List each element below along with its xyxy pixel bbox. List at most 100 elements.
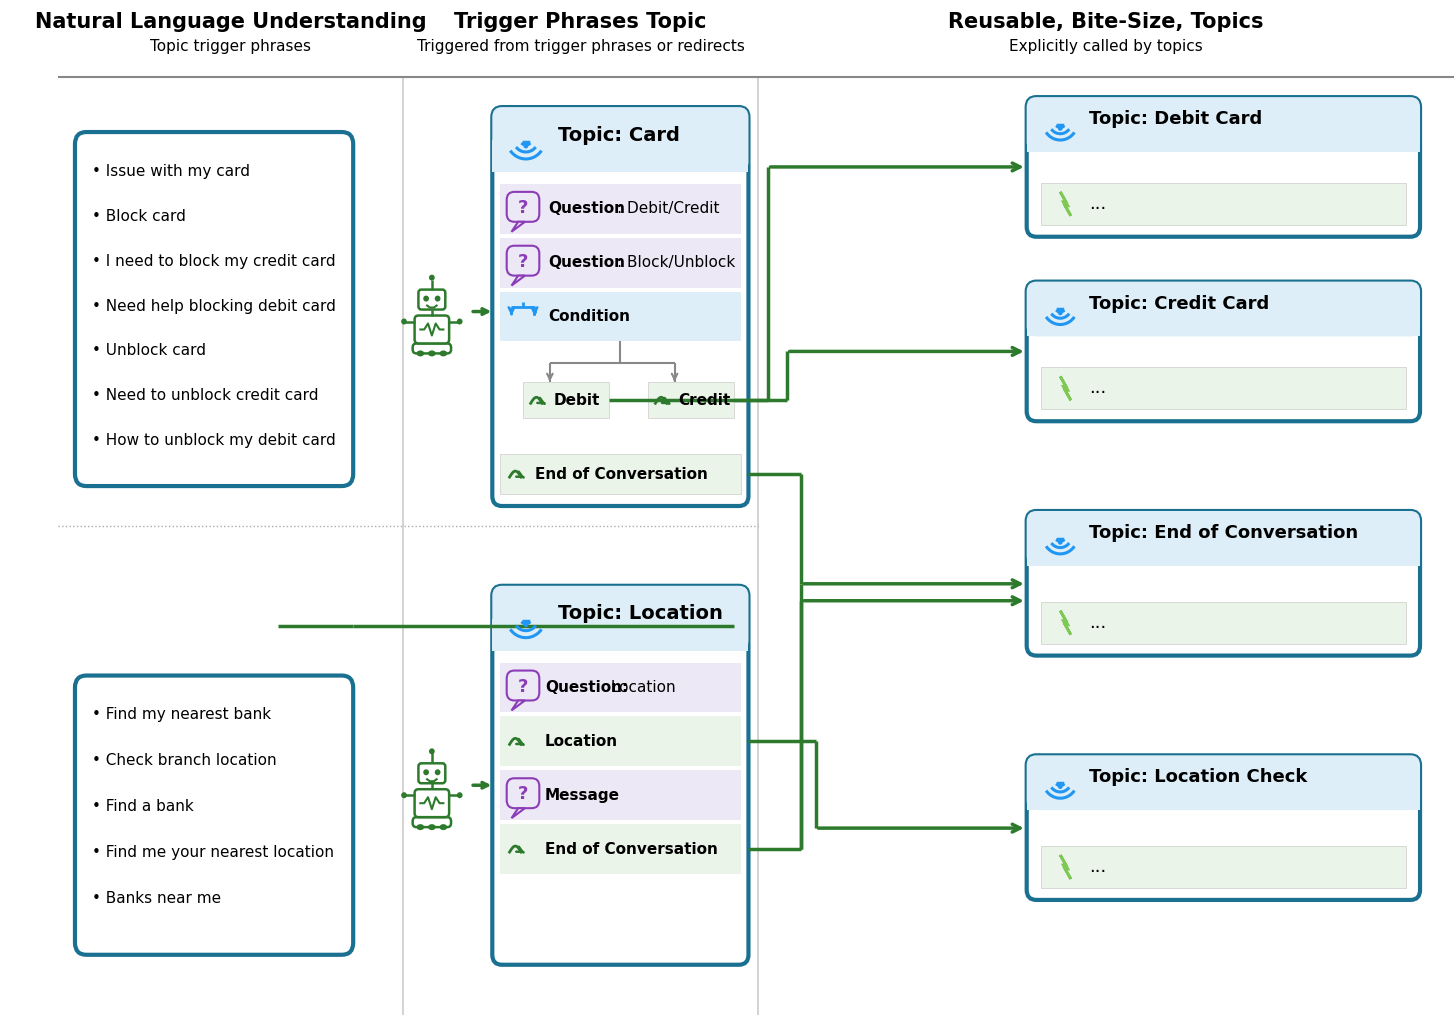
FancyBboxPatch shape: [415, 789, 450, 817]
FancyBboxPatch shape: [419, 290, 445, 310]
Text: • Check branch location: • Check branch location: [92, 753, 276, 768]
Text: • Find a bank: • Find a bank: [92, 800, 194, 814]
FancyBboxPatch shape: [415, 316, 450, 343]
FancyBboxPatch shape: [506, 192, 540, 221]
Circle shape: [435, 769, 441, 775]
FancyBboxPatch shape: [76, 676, 354, 955]
Text: Trigger Phrases Topic: Trigger Phrases Topic: [454, 12, 707, 33]
Text: Question:: Question:: [546, 680, 629, 695]
Text: • Find my nearest bank: • Find my nearest bank: [92, 707, 272, 722]
Circle shape: [423, 769, 429, 775]
Circle shape: [1058, 310, 1062, 315]
FancyBboxPatch shape: [1027, 281, 1420, 336]
Text: • Unblock card: • Unblock card: [92, 343, 207, 359]
Bar: [501, 716, 741, 766]
Text: : Block/Unblock: : Block/Unblock: [617, 255, 735, 270]
Text: • Block card: • Block card: [92, 209, 186, 224]
Text: ?: ?: [518, 785, 528, 804]
FancyBboxPatch shape: [506, 778, 540, 808]
Text: Message: Message: [546, 787, 620, 803]
Ellipse shape: [439, 351, 447, 357]
Text: Question: Question: [549, 255, 626, 270]
Bar: [492, 619, 748, 650]
Bar: [492, 140, 748, 172]
Bar: [501, 184, 741, 234]
FancyBboxPatch shape: [1027, 511, 1420, 655]
Bar: [1042, 601, 1406, 643]
Text: Condition: Condition: [549, 309, 630, 324]
Text: : Debit/Credit: : Debit/Credit: [617, 201, 720, 216]
FancyBboxPatch shape: [1027, 755, 1420, 900]
Text: • Issue with my card: • Issue with my card: [92, 164, 250, 179]
FancyBboxPatch shape: [492, 586, 748, 650]
Bar: [501, 292, 741, 341]
Text: Topic: Location: Topic: Location: [557, 605, 723, 623]
Text: Explicitly called by topics: Explicitly called by topics: [1008, 40, 1203, 54]
Circle shape: [402, 319, 407, 324]
Bar: [522, 382, 610, 419]
Text: • Banks near me: • Banks near me: [92, 891, 221, 906]
FancyBboxPatch shape: [1027, 511, 1420, 566]
Text: ...: ...: [1088, 614, 1106, 632]
Ellipse shape: [428, 824, 435, 830]
Text: ...: ...: [1088, 859, 1106, 876]
Bar: [1042, 846, 1406, 888]
Circle shape: [524, 143, 528, 148]
Ellipse shape: [439, 824, 447, 830]
Bar: [1042, 183, 1406, 225]
Text: Location: Location: [546, 734, 618, 749]
Bar: [501, 454, 741, 494]
Text: Debit: Debit: [554, 393, 599, 407]
Text: End of Conversation: End of Conversation: [535, 466, 709, 482]
Text: ...: ...: [1088, 195, 1106, 212]
Circle shape: [524, 622, 528, 627]
FancyBboxPatch shape: [492, 107, 748, 172]
Circle shape: [457, 319, 463, 324]
Text: Question: Question: [549, 201, 626, 216]
Bar: [501, 770, 741, 820]
Text: Topic: Card: Topic: Card: [557, 126, 679, 144]
Polygon shape: [512, 221, 525, 232]
FancyBboxPatch shape: [492, 586, 748, 965]
Polygon shape: [512, 808, 525, 818]
Polygon shape: [512, 275, 525, 285]
Circle shape: [457, 792, 463, 799]
Text: • Find me your nearest location: • Find me your nearest location: [92, 845, 335, 861]
Text: • I need to block my credit card: • I need to block my credit card: [92, 254, 336, 268]
Text: Triggered from trigger phrases or redirects: Triggered from trigger phrases or redire…: [416, 40, 745, 54]
Bar: [1027, 538, 1420, 566]
FancyBboxPatch shape: [76, 132, 354, 486]
Ellipse shape: [416, 351, 425, 357]
Circle shape: [429, 274, 435, 280]
Text: Topic: End of Conversation: Topic: End of Conversation: [1088, 524, 1358, 542]
Circle shape: [1058, 539, 1062, 545]
FancyBboxPatch shape: [492, 107, 748, 506]
Text: Topic: Location Check: Topic: Location Check: [1088, 768, 1308, 786]
FancyBboxPatch shape: [1027, 755, 1420, 810]
Polygon shape: [512, 700, 525, 710]
Text: End of Conversation: End of Conversation: [546, 841, 717, 856]
Bar: [501, 824, 741, 874]
FancyBboxPatch shape: [1027, 281, 1420, 422]
FancyBboxPatch shape: [419, 763, 445, 783]
Text: Topic: Credit Card: Topic: Credit Card: [1088, 295, 1269, 313]
FancyBboxPatch shape: [1027, 98, 1420, 152]
Text: Topic: Debit Card: Topic: Debit Card: [1088, 110, 1263, 128]
Text: ?: ?: [518, 253, 528, 270]
Text: Topic trigger phrases: Topic trigger phrases: [150, 40, 311, 54]
Text: ?: ?: [518, 678, 528, 696]
Text: Credit: Credit: [678, 393, 730, 407]
Text: Reusable, Bite-Size, Topics: Reusable, Bite-Size, Topics: [949, 12, 1263, 33]
Circle shape: [429, 749, 435, 754]
Bar: [1042, 368, 1406, 409]
FancyBboxPatch shape: [506, 671, 540, 700]
FancyBboxPatch shape: [413, 817, 451, 827]
Text: • Need to unblock credit card: • Need to unblock credit card: [92, 388, 319, 403]
Circle shape: [423, 296, 429, 302]
Ellipse shape: [428, 351, 435, 357]
FancyBboxPatch shape: [506, 246, 540, 275]
Bar: [647, 382, 735, 419]
Circle shape: [402, 792, 407, 799]
Text: • How to unblock my debit card: • How to unblock my debit card: [92, 433, 336, 448]
Bar: [1027, 125, 1420, 152]
